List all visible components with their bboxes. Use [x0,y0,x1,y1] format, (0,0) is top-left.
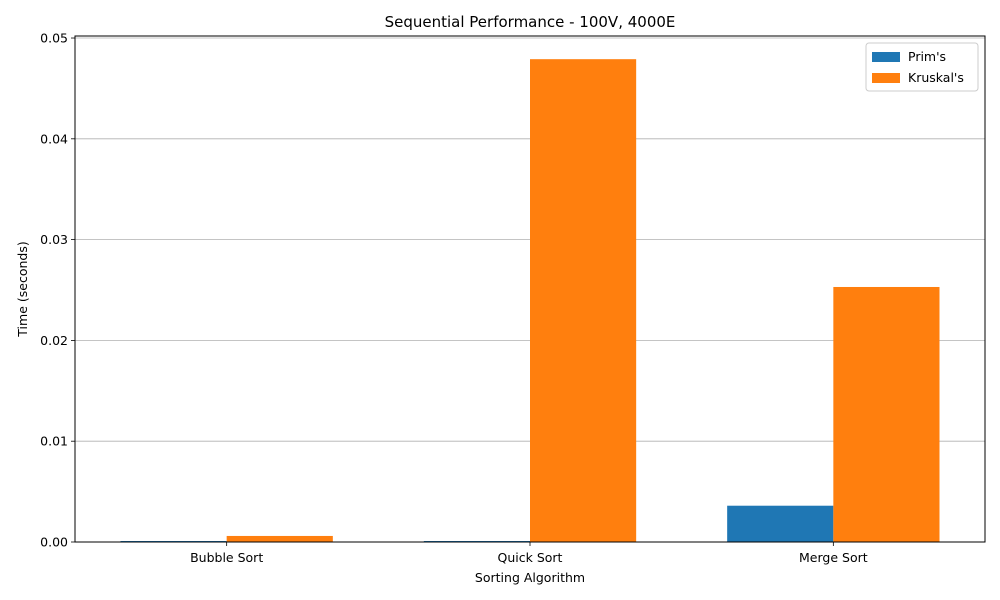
y-tick-label: 0.05 [40,31,68,46]
y-tick-label: 0.03 [40,232,68,247]
y-tick-label: 0.02 [40,333,68,348]
chart-title: Sequential Performance - 100V, 4000E [385,13,676,31]
legend-label: Prim's [908,49,946,64]
y-axis-label: Time (seconds) [15,241,30,337]
x-tick-label: Bubble Sort [190,550,263,565]
y-tick-label: 0.00 [40,535,68,550]
x-axis-ticks: Bubble Sort Quick Sort Merge Sort [190,542,868,565]
y-tick-label: 0.04 [40,131,68,146]
bar-1-0 [226,535,333,542]
legend-label: Kruskal's [908,70,964,85]
y-tick-label: 0.01 [40,434,68,449]
legend: Prim's Kruskal's [865,42,979,92]
legend-swatch [872,52,900,62]
y-axis-ticks: 0.00 0.01 0.02 0.03 0.04 0.05 [40,31,75,550]
x-tick-label: Merge Sort [799,550,868,565]
bars [120,59,940,543]
x-axis-label: Sorting Algorithm [475,570,585,585]
bar-1-2 [833,286,940,542]
bar-0-2 [727,505,834,542]
legend-swatch [872,73,900,83]
x-tick-label: Quick Sort [498,550,563,565]
bar-1-1 [530,59,637,543]
